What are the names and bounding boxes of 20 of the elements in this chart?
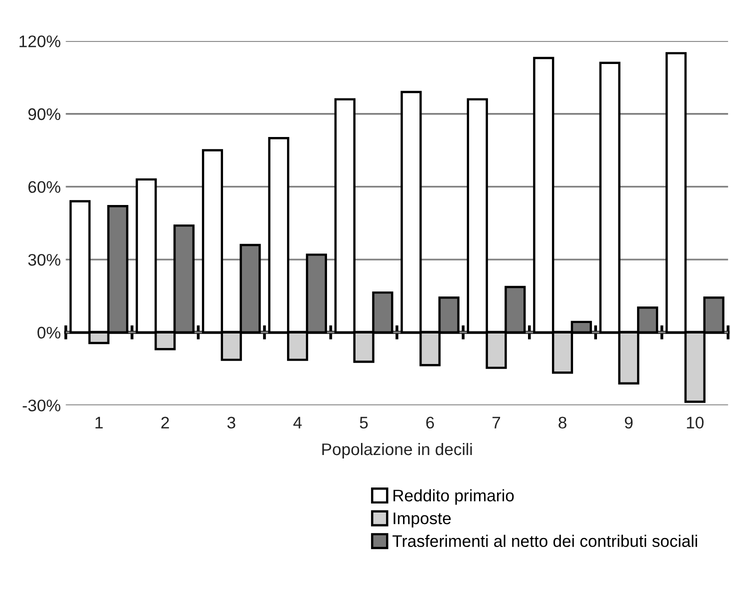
legend-label: Reddito primario bbox=[394, 489, 514, 505]
x-tick-label: 1 bbox=[96, 416, 103, 428]
x-tick-label: 6 bbox=[426, 416, 434, 429]
x-tick-label: 5 bbox=[360, 416, 368, 429]
y-tick-label: 90% bbox=[28, 108, 60, 120]
legend-label: Imposte bbox=[394, 512, 451, 528]
x-tick-label: 7 bbox=[492, 416, 500, 428]
x-tick-label: 2 bbox=[161, 416, 169, 428]
y-tick-label: 30% bbox=[28, 254, 60, 266]
y-tick-label: 0% bbox=[37, 326, 60, 339]
legend-label: Trasferimenti al netto dei contributi sociali bbox=[392, 534, 698, 548]
x-tick-label: 10 bbox=[686, 416, 704, 429]
y-tick-label: -30% bbox=[22, 400, 60, 412]
x-tick-label: 9 bbox=[624, 416, 633, 429]
x-tick-label: 3 bbox=[227, 416, 236, 429]
x-axis-title: Popolazione in decili bbox=[322, 442, 472, 458]
y-tick-label: 120% bbox=[20, 35, 60, 48]
x-tick-label: 4 bbox=[293, 416, 302, 428]
y-tick-label: 60% bbox=[28, 181, 60, 193]
x-tick-label: 8 bbox=[558, 416, 566, 429]
